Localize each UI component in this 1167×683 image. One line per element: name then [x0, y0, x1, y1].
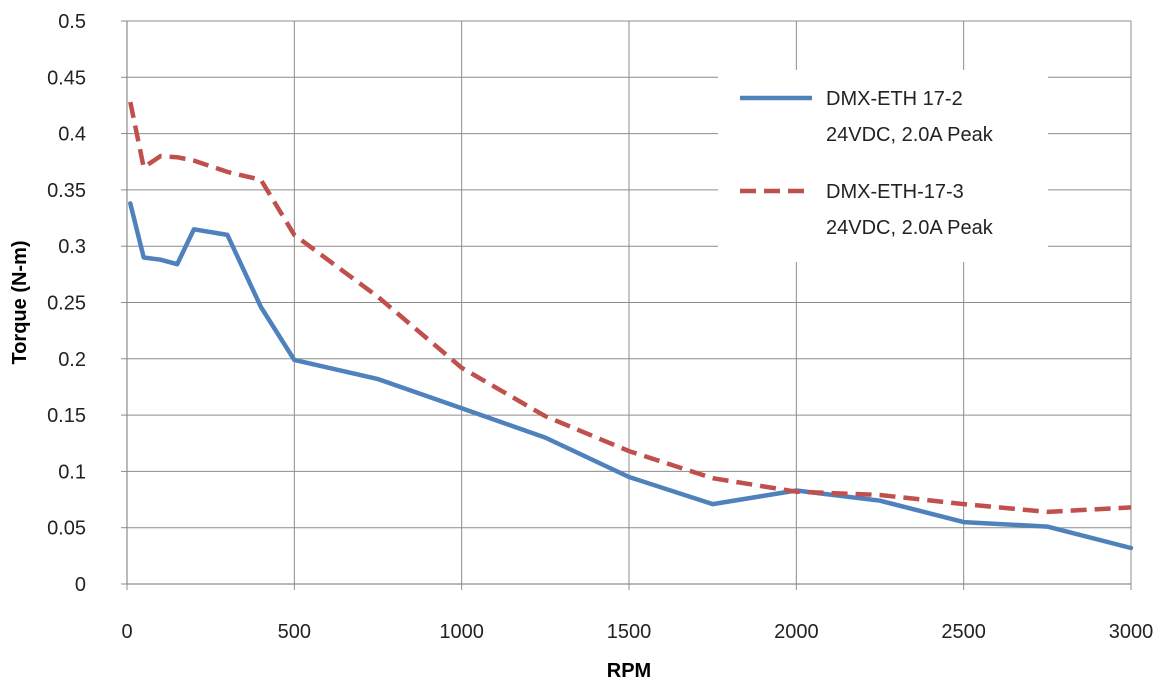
legend-label: DMX-ETH 17-2	[826, 88, 963, 110]
series-line-2	[128, 101, 1132, 515]
y-tick-label: 0.45	[47, 67, 86, 89]
y-tick-label: 0.5	[58, 11, 86, 33]
y-axis-title: Torque (N-m)	[9, 240, 31, 364]
legend: DMX-ETH 17-2 24VDC, 2.0A Peak DMX-ETH-17-3…	[718, 70, 1048, 262]
x-axis-title: RPM	[607, 660, 651, 682]
x-tick-label: 3000	[1109, 621, 1154, 643]
series-line-1	[128, 201, 1134, 551]
legend-label: 24VDC, 2.0A Peak	[826, 124, 994, 146]
axes: 0 500 1000 1500 2000 2500 3000 0 0.05 0.1 0.15 0.2 0…	[47, 11, 1153, 643]
y-tick-label: 0.4	[58, 124, 86, 146]
y-tick-label: 0.35	[47, 180, 86, 202]
x-tick-label: 500	[278, 621, 311, 643]
x-tick-label: 1500	[607, 621, 652, 643]
y-tick-label: 0.1	[58, 461, 86, 483]
y-tick-label: 0.05	[47, 518, 86, 540]
gridlines	[127, 20, 1132, 584]
x-tick-label: 1000	[439, 621, 484, 643]
y-tick-label: 0	[75, 574, 86, 596]
y-tick-label: 0.15	[47, 405, 86, 427]
x-tick-label: 2500	[941, 621, 986, 643]
x-tick-label: 0	[121, 621, 132, 643]
legend-label: DMX-ETH-17-3	[826, 181, 964, 203]
y-tick-label: 0.3	[58, 236, 86, 258]
y-tick-label: 0.25	[47, 293, 86, 315]
legend-label: 24VDC, 2.0A Peak	[826, 217, 994, 239]
legend-box	[718, 70, 1048, 262]
y-tick-label: 0.2	[58, 349, 86, 371]
x-tick-label: 2000	[774, 621, 819, 643]
series-group	[128, 101, 1134, 551]
